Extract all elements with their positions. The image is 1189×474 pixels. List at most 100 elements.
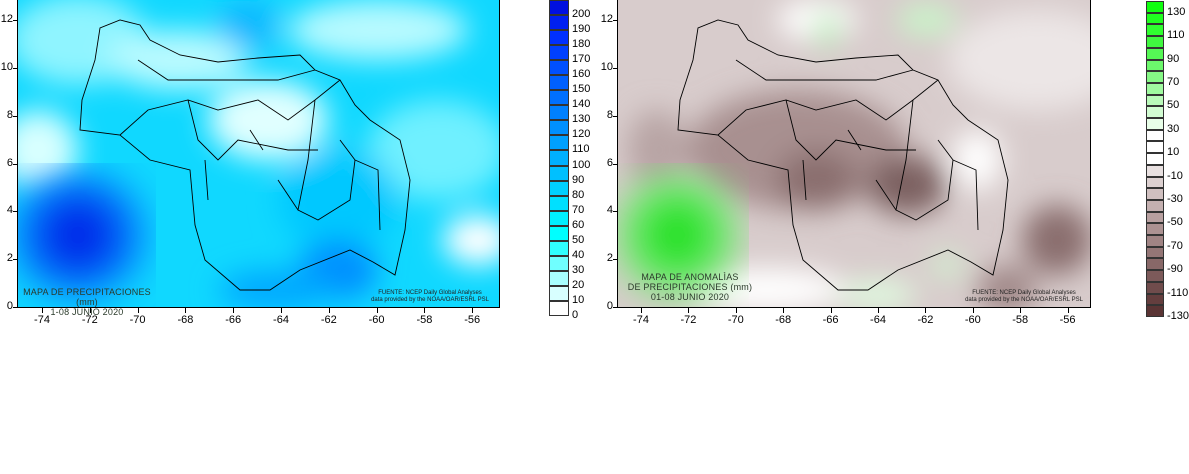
colorbar-label: 90 (1167, 52, 1180, 65)
y-tick-label: 6 (606, 156, 613, 169)
colorbar-swatch (549, 270, 569, 286)
x-tick-mark (925, 308, 927, 313)
y-tick-label: 4 (606, 204, 613, 217)
x-tick-mark (233, 308, 235, 313)
x-tick-mark (328, 308, 330, 313)
x-tick-mark (1020, 308, 1022, 313)
title-line: 01-08 JUNIO 2020 (650, 292, 730, 302)
x-tick-label: -58 (416, 314, 433, 326)
y-tick-label: 8 (606, 108, 613, 121)
y-tick-mark (13, 307, 17, 308)
x-tick-label: -62 (917, 314, 934, 326)
colorbar-swatch (1146, 153, 1164, 165)
y-tick-label: 4 (6, 204, 13, 217)
colorbar-label: 40 (572, 248, 585, 261)
colorbar-swatch (549, 90, 569, 106)
venezuela-outline (677, 19, 1009, 291)
colorbar-swatch (1146, 223, 1164, 236)
colorbar-label: 130 (572, 113, 591, 126)
x-tick-mark (688, 308, 690, 313)
colorbar-swatch (549, 255, 569, 271)
y-tick-label: 2 (6, 252, 13, 265)
colorbar-label: 0 (572, 309, 579, 321)
colorbar-label: -110 (1167, 286, 1189, 299)
colorbar-label: 10 (1167, 146, 1180, 159)
x-tick-label: -70 (129, 314, 146, 326)
colorbar-label: 160 (572, 68, 591, 81)
y-tick-label: 8 (6, 108, 13, 121)
colorbar-label: -10 (1167, 169, 1183, 182)
colorbar-swatch (1146, 94, 1164, 107)
colorbar-label: 60 (572, 218, 585, 231)
colorbar-swatch (1146, 281, 1164, 294)
source-line: data provided by the NOAA/OAR/ESRL PSL (965, 297, 1083, 303)
colorbar-swatch (549, 225, 569, 241)
colorbar-swatch (1146, 59, 1164, 72)
x-tick-label: -64 (273, 314, 289, 326)
anomaly-map-title: MAPA DE ANOMALÌAS DE PRECIPITACIONES (mm… (625, 272, 755, 302)
anomaly-map-source: FUENTE: NCEP Daily Global Analyses data … (958, 290, 1090, 304)
x-tick-mark (641, 308, 642, 313)
x-tick-mark (376, 308, 378, 313)
colorbar-swatch (1146, 293, 1164, 306)
colorbar-label: 130 (1167, 5, 1186, 18)
colorbar-swatch (549, 105, 569, 121)
x-tick-label: -72 (680, 314, 697, 326)
x-tick-label: -62 (320, 314, 337, 326)
precipitation-map-source: FUENTE: NCEP Daily Global Analyses data … (360, 290, 500, 304)
y-tick-mark (13, 211, 17, 213)
x-tick-mark (1067, 308, 1069, 313)
x-tick-mark (735, 308, 737, 313)
colorbar-label: 110 (572, 143, 590, 156)
colorbar-swatch (1146, 47, 1164, 60)
anomaly-map-frame (617, 0, 1091, 308)
x-tick-mark (830, 308, 832, 313)
x-tick-label: -56 (1059, 314, 1076, 326)
x-tick-label: -66 (225, 314, 242, 326)
x-tick-label: -64 (870, 314, 886, 326)
precipitation-map-frame (17, 0, 500, 308)
colorbar-swatch (1146, 118, 1164, 130)
y-tick-label: 6 (6, 156, 13, 169)
y-tick-mark (613, 307, 617, 308)
colorbar-swatch (549, 285, 569, 301)
y-tick-mark (613, 163, 617, 165)
colorbar-label: 170 (572, 53, 591, 66)
colorbar-swatch (1146, 129, 1164, 142)
colorbar-swatch (1146, 106, 1164, 119)
colorbar-swatch (1146, 258, 1164, 271)
anomaly-map-panel (617, 0, 1090, 308)
y-tick-mark (613, 211, 617, 213)
source-line: FUENTE: NCEP Daily Global Analyses (378, 290, 482, 296)
title-line: 1-08 JUNIO 2020 (50, 307, 124, 317)
colorbar-swatch (1146, 211, 1164, 224)
y-tick-mark (13, 115, 17, 117)
x-tick-label: -58 (1012, 314, 1029, 326)
colorbar-label: 140 (572, 98, 591, 111)
title-line: MAPA DE ANOMALÌAS (641, 272, 739, 282)
colorbar-label: 180 (572, 38, 591, 51)
x-tick-label: -60 (368, 314, 385, 326)
x-tick-label: -72 (81, 314, 98, 326)
y-tick-label: 12 (600, 13, 613, 26)
precipitation-map (18, 0, 500, 308)
x-tick-mark (281, 308, 282, 313)
y-tick-mark (613, 115, 617, 117)
colorbar-swatch (1146, 188, 1164, 200)
source-line: FUENTE: NCEP Daily Global Analyses (972, 290, 1076, 296)
colorbar-label: 190 (572, 23, 591, 36)
y-tick-mark (13, 163, 17, 165)
colorbar-swatch (1146, 1, 1164, 13)
x-tick-label: -60 (964, 314, 981, 326)
colorbar-swatch (549, 120, 569, 136)
colorbar-swatch (1146, 305, 1164, 317)
x-tick-mark (878, 308, 879, 313)
colorbar-swatch (1146, 141, 1164, 154)
colorbar-swatch (549, 210, 569, 226)
colorbar-swatch (549, 195, 569, 211)
colorbar-label: 30 (572, 263, 585, 276)
colorbar-label: 20 (572, 278, 585, 291)
colorbar-swatch (1146, 71, 1164, 83)
colorbar-swatch (1146, 24, 1164, 37)
colorbar-label: -70 (1167, 239, 1183, 252)
